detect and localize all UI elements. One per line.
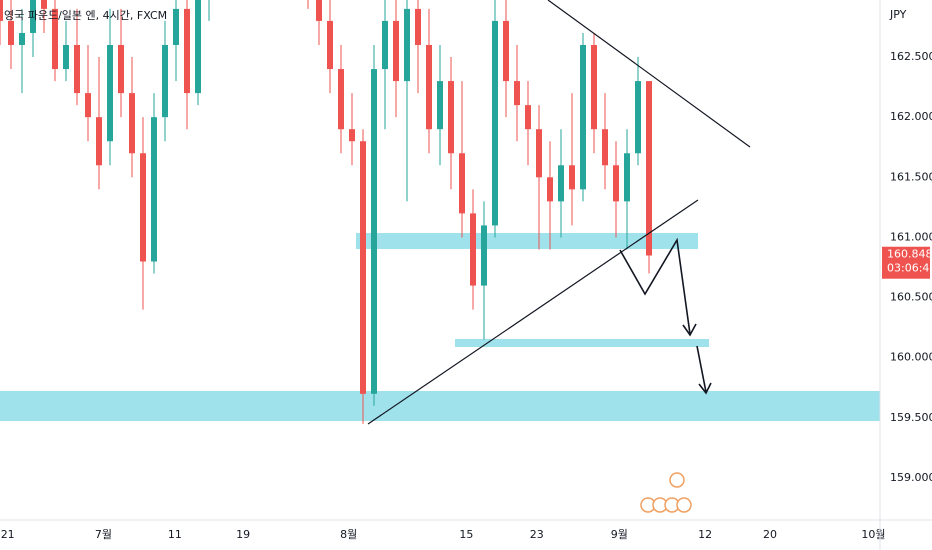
- candle-body: [459, 153, 465, 214]
- candle-body: [151, 117, 157, 262]
- y-tick-label: 160.500: [890, 291, 932, 304]
- candle-body: [536, 129, 542, 178]
- x-tick-label: 23: [530, 528, 544, 541]
- y-tick-label: 161.000: [890, 230, 932, 243]
- candle-body: [96, 117, 102, 166]
- candle-body: [41, 0, 47, 9]
- countdown: 03:06:45: [887, 262, 932, 275]
- y-tick-label: 160.000: [890, 351, 932, 364]
- y-tick-label: 159.500: [890, 411, 932, 424]
- event-flag: [676, 497, 692, 513]
- x-tick-label: 12: [698, 528, 712, 541]
- candle-body: [162, 44, 168, 118]
- trend-line: [547, 0, 751, 148]
- y-tick-label: 162.000: [890, 110, 932, 123]
- path-arrow: [696, 345, 707, 393]
- x-tick-label: 11: [168, 528, 182, 541]
- event-icons: [640, 472, 692, 513]
- candle-body: [316, 0, 322, 21]
- candle-body: [129, 93, 135, 154]
- last-price: 160.848: [887, 248, 932, 261]
- candle-body: [382, 20, 388, 70]
- candle-body: [85, 93, 91, 118]
- arrow-head: [682, 323, 697, 337]
- candle-body: [360, 141, 366, 394]
- arrow-head: [698, 382, 712, 395]
- candle-body: [107, 44, 113, 142]
- path-arrow: [619, 237, 691, 335]
- last-price-box: [882, 246, 930, 279]
- candle-body: [426, 44, 432, 130]
- currency-label: JPY: [889, 8, 907, 21]
- candle-body: [558, 165, 564, 202]
- candle-body: [349, 129, 355, 142]
- candle-body: [613, 165, 619, 202]
- y-tick-label: 162.500: [890, 50, 932, 63]
- candle-body: [514, 81, 520, 106]
- candle-body: [492, 20, 498, 226]
- candle-body: [173, 8, 179, 45]
- x-tick-label: 10월: [861, 528, 885, 541]
- candle-body: [481, 225, 487, 286]
- candle-body: [63, 44, 69, 70]
- candle-body: [448, 81, 454, 154]
- candle-body: [569, 165, 575, 190]
- candle-body: [140, 153, 146, 262]
- candle-body: [19, 32, 25, 45]
- candle-body: [8, 20, 14, 45]
- candle-body: [525, 105, 531, 130]
- candle-body: [118, 44, 124, 94]
- drawings-back: [0, 233, 880, 421]
- candles: [0, 0, 652, 424]
- candle-body: [327, 20, 333, 70]
- x-tick-label: 21: [1, 528, 15, 541]
- candle-body: [371, 69, 377, 394]
- x-tick-label: 7월: [95, 528, 112, 541]
- candle-body: [30, 0, 36, 33]
- candle-body: [591, 44, 597, 130]
- candle-body: [415, 8, 421, 45]
- y-tick-label: 159.000: [890, 471, 932, 484]
- candle-body: [602, 129, 608, 166]
- x-tick-label: 20: [763, 528, 777, 541]
- x-tick-label: 19: [236, 528, 250, 541]
- y-tick-label: 161.500: [890, 170, 932, 183]
- candle-body: [503, 20, 509, 82]
- candle-body: [635, 81, 641, 154]
- x-tick-label: 15: [459, 528, 473, 541]
- candle-body: [184, 8, 190, 94]
- candle-body: [470, 213, 476, 286]
- candle-body: [580, 44, 586, 190]
- drawings-front: [367, 0, 751, 425]
- candle-body: [404, 8, 410, 82]
- candle-body: [195, 0, 201, 94]
- resistance-zone: [356, 233, 698, 249]
- candle-body: [646, 81, 652, 256]
- candle-body: [338, 69, 344, 130]
- candle-body: [547, 177, 553, 202]
- chart-title: 영국 파운드/일본 엔, 4시간, FXCM: [4, 8, 167, 22]
- candle-body: [52, 8, 58, 70]
- candle-body: [437, 81, 443, 130]
- target-zone: [455, 339, 709, 347]
- event-flag: [669, 472, 685, 488]
- candle-body: [0, 0, 3, 21]
- candle-body: [393, 20, 399, 82]
- trend-line: [367, 199, 699, 425]
- x-tick-label: 8월: [340, 528, 357, 541]
- candle-body: [74, 44, 80, 94]
- x-tick-label: 9월: [611, 528, 628, 541]
- support-zone: [0, 391, 880, 421]
- candle-body: [624, 153, 630, 202]
